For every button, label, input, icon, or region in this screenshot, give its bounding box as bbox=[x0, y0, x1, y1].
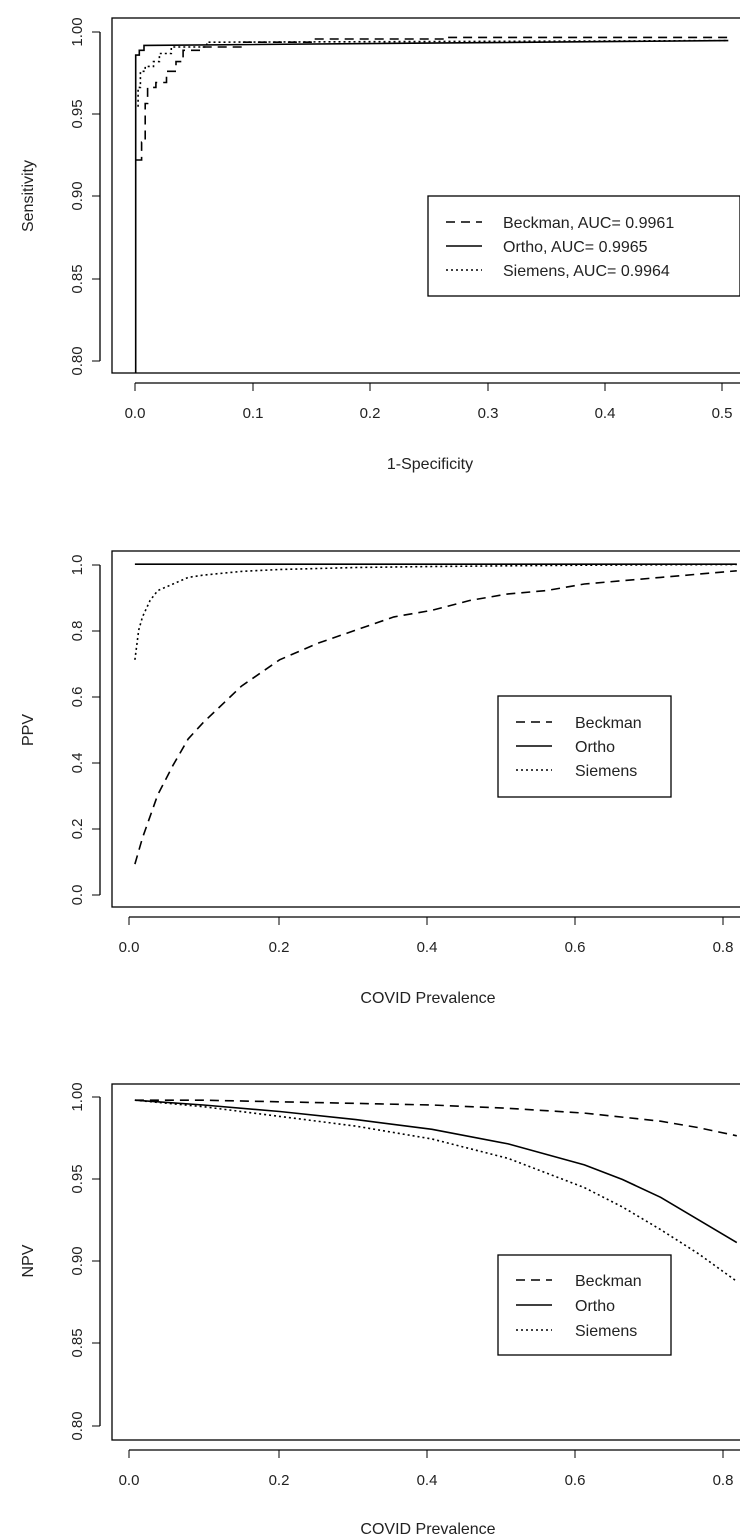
npv-x-tick-label: 0.8 bbox=[713, 1472, 734, 1489]
ppv-y-tick-label: 0.8 bbox=[69, 621, 86, 642]
roc-series bbox=[134, 36, 729, 373]
roc-x-tick-label: 0.2 bbox=[360, 405, 381, 422]
npv-legend-label-siemens: Siemens bbox=[575, 1323, 637, 1340]
roc-series-line-beckman bbox=[135, 36, 729, 161]
npv-y-axis: 0.80 0.85 0.90 0.95 1.00 bbox=[69, 1082, 101, 1441]
npv-series-line-beckman bbox=[134, 1099, 737, 1137]
roc-legend: Beckman, AUC= 0.9961 Ortho, AUC= 0.9965 … bbox=[427, 195, 740, 297]
roc-y-tick-label: 0.80 bbox=[69, 346, 86, 375]
npv-y-tick-label: 1.00 bbox=[69, 1082, 86, 1111]
roc-x-tick-label: 0.0 bbox=[125, 405, 146, 422]
ppv-y-tick-label: 1.0 bbox=[69, 555, 86, 576]
ppv-y-axis-label: PPV bbox=[20, 714, 37, 746]
npv-x-tick-label: 0.0 bbox=[119, 1472, 140, 1489]
roc-panel: 0.0 0.1 0.2 0.3 0.4 0.5 0.80 0.85 0.90 0… bbox=[20, 17, 740, 473]
ppv-legend: Beckman Ortho Siemens bbox=[497, 695, 672, 798]
npv-panel: 0.0 0.2 0.4 0.6 0.8 0.80 0.85 0.90 0.95 … bbox=[20, 1082, 740, 1538]
ppv-plot-frame bbox=[111, 550, 740, 908]
ppv-x-axis: 0.0 0.2 0.4 0.6 0.8 bbox=[119, 916, 740, 956]
ppv-y-tick-label: 0.4 bbox=[69, 753, 86, 774]
ppv-y-tick-label: 0.0 bbox=[69, 885, 86, 906]
ppv-x-axis-label: COVID Prevalence bbox=[360, 990, 495, 1007]
npv-y-tick-label: 0.80 bbox=[69, 1411, 86, 1440]
roc-plot-frame bbox=[111, 17, 740, 374]
npv-legend: Beckman Ortho Siemens bbox=[497, 1254, 672, 1356]
npv-legend-label-beckman: Beckman bbox=[575, 1273, 642, 1290]
npv-y-axis-label: NPV bbox=[20, 1244, 37, 1277]
ppv-x-tick-label: 0.4 bbox=[417, 939, 438, 956]
roc-series-line-ortho bbox=[134, 39, 729, 373]
roc-legend-label-siemens: Siemens, AUC= 0.9964 bbox=[503, 263, 670, 280]
ppv-series-line-siemens bbox=[134, 563, 737, 660]
ppv-y-tick-label: 0.2 bbox=[69, 819, 86, 840]
npv-x-axis-label: COVID Prevalence bbox=[360, 1521, 495, 1538]
npv-legend-label-ortho: Ortho bbox=[575, 1298, 615, 1315]
npv-y-tick-label: 0.90 bbox=[69, 1246, 86, 1275]
roc-x-tick-label: 0.4 bbox=[595, 405, 616, 422]
roc-x-tick-label: 0.1 bbox=[243, 405, 264, 422]
ppv-panel: 0.0 0.2 0.4 0.6 0.8 0.0 0.2 0.4 0.6 0.8 … bbox=[20, 550, 740, 1007]
npv-x-tick-label: 0.2 bbox=[269, 1472, 290, 1489]
npv-series-line-ortho bbox=[134, 1099, 738, 1244]
roc-y-tick-label: 0.85 bbox=[69, 264, 86, 293]
npv-y-tick-label: 0.85 bbox=[69, 1328, 86, 1357]
roc-series-line-siemens bbox=[137, 39, 729, 107]
ppv-series-line-beckman bbox=[134, 570, 737, 865]
npv-plot-frame bbox=[111, 1083, 740, 1441]
npv-x-axis: 0.0 0.2 0.4 0.6 0.8 bbox=[119, 1449, 740, 1489]
ppv-legend-label-ortho: Ortho bbox=[575, 739, 615, 756]
ppv-x-tick-label: 0.8 bbox=[713, 939, 734, 956]
npv-x-tick-label: 0.4 bbox=[417, 1472, 438, 1489]
ppv-series bbox=[134, 563, 737, 865]
npv-x-tick-label: 0.6 bbox=[565, 1472, 586, 1489]
roc-x-axis: 0.0 0.1 0.2 0.3 0.4 0.5 bbox=[125, 382, 740, 422]
ppv-x-tick-label: 0.2 bbox=[269, 939, 290, 956]
npv-y-tick-label: 0.95 bbox=[69, 1164, 86, 1193]
ppv-y-axis: 0.0 0.2 0.4 0.6 0.8 1.0 bbox=[69, 555, 101, 906]
roc-y-axis-label: Sensitivity bbox=[20, 160, 37, 232]
roc-legend-label-ortho: Ortho, AUC= 0.9965 bbox=[503, 239, 648, 256]
roc-y-tick-label: 0.95 bbox=[69, 99, 86, 128]
roc-y-axis: 0.80 0.85 0.90 0.95 1.00 bbox=[69, 17, 101, 376]
ppv-x-tick-label: 0.6 bbox=[565, 939, 586, 956]
ppv-y-tick-label: 0.6 bbox=[69, 687, 86, 708]
ppv-legend-label-siemens: Siemens bbox=[575, 763, 637, 780]
npv-series-line-siemens bbox=[134, 1099, 738, 1283]
ppv-x-tick-label: 0.0 bbox=[119, 939, 140, 956]
roc-legend-label-beckman: Beckman, AUC= 0.9961 bbox=[503, 215, 674, 232]
roc-y-tick-label: 1.00 bbox=[69, 17, 86, 46]
roc-x-axis-label: 1-Specificity bbox=[387, 456, 473, 473]
roc-x-tick-label: 0.3 bbox=[478, 405, 499, 422]
npv-series bbox=[134, 1099, 738, 1283]
roc-y-tick-label: 0.90 bbox=[69, 181, 86, 210]
ppv-legend-label-beckman: Beckman bbox=[575, 715, 642, 732]
roc-x-tick-label: 0.5 bbox=[712, 405, 733, 422]
